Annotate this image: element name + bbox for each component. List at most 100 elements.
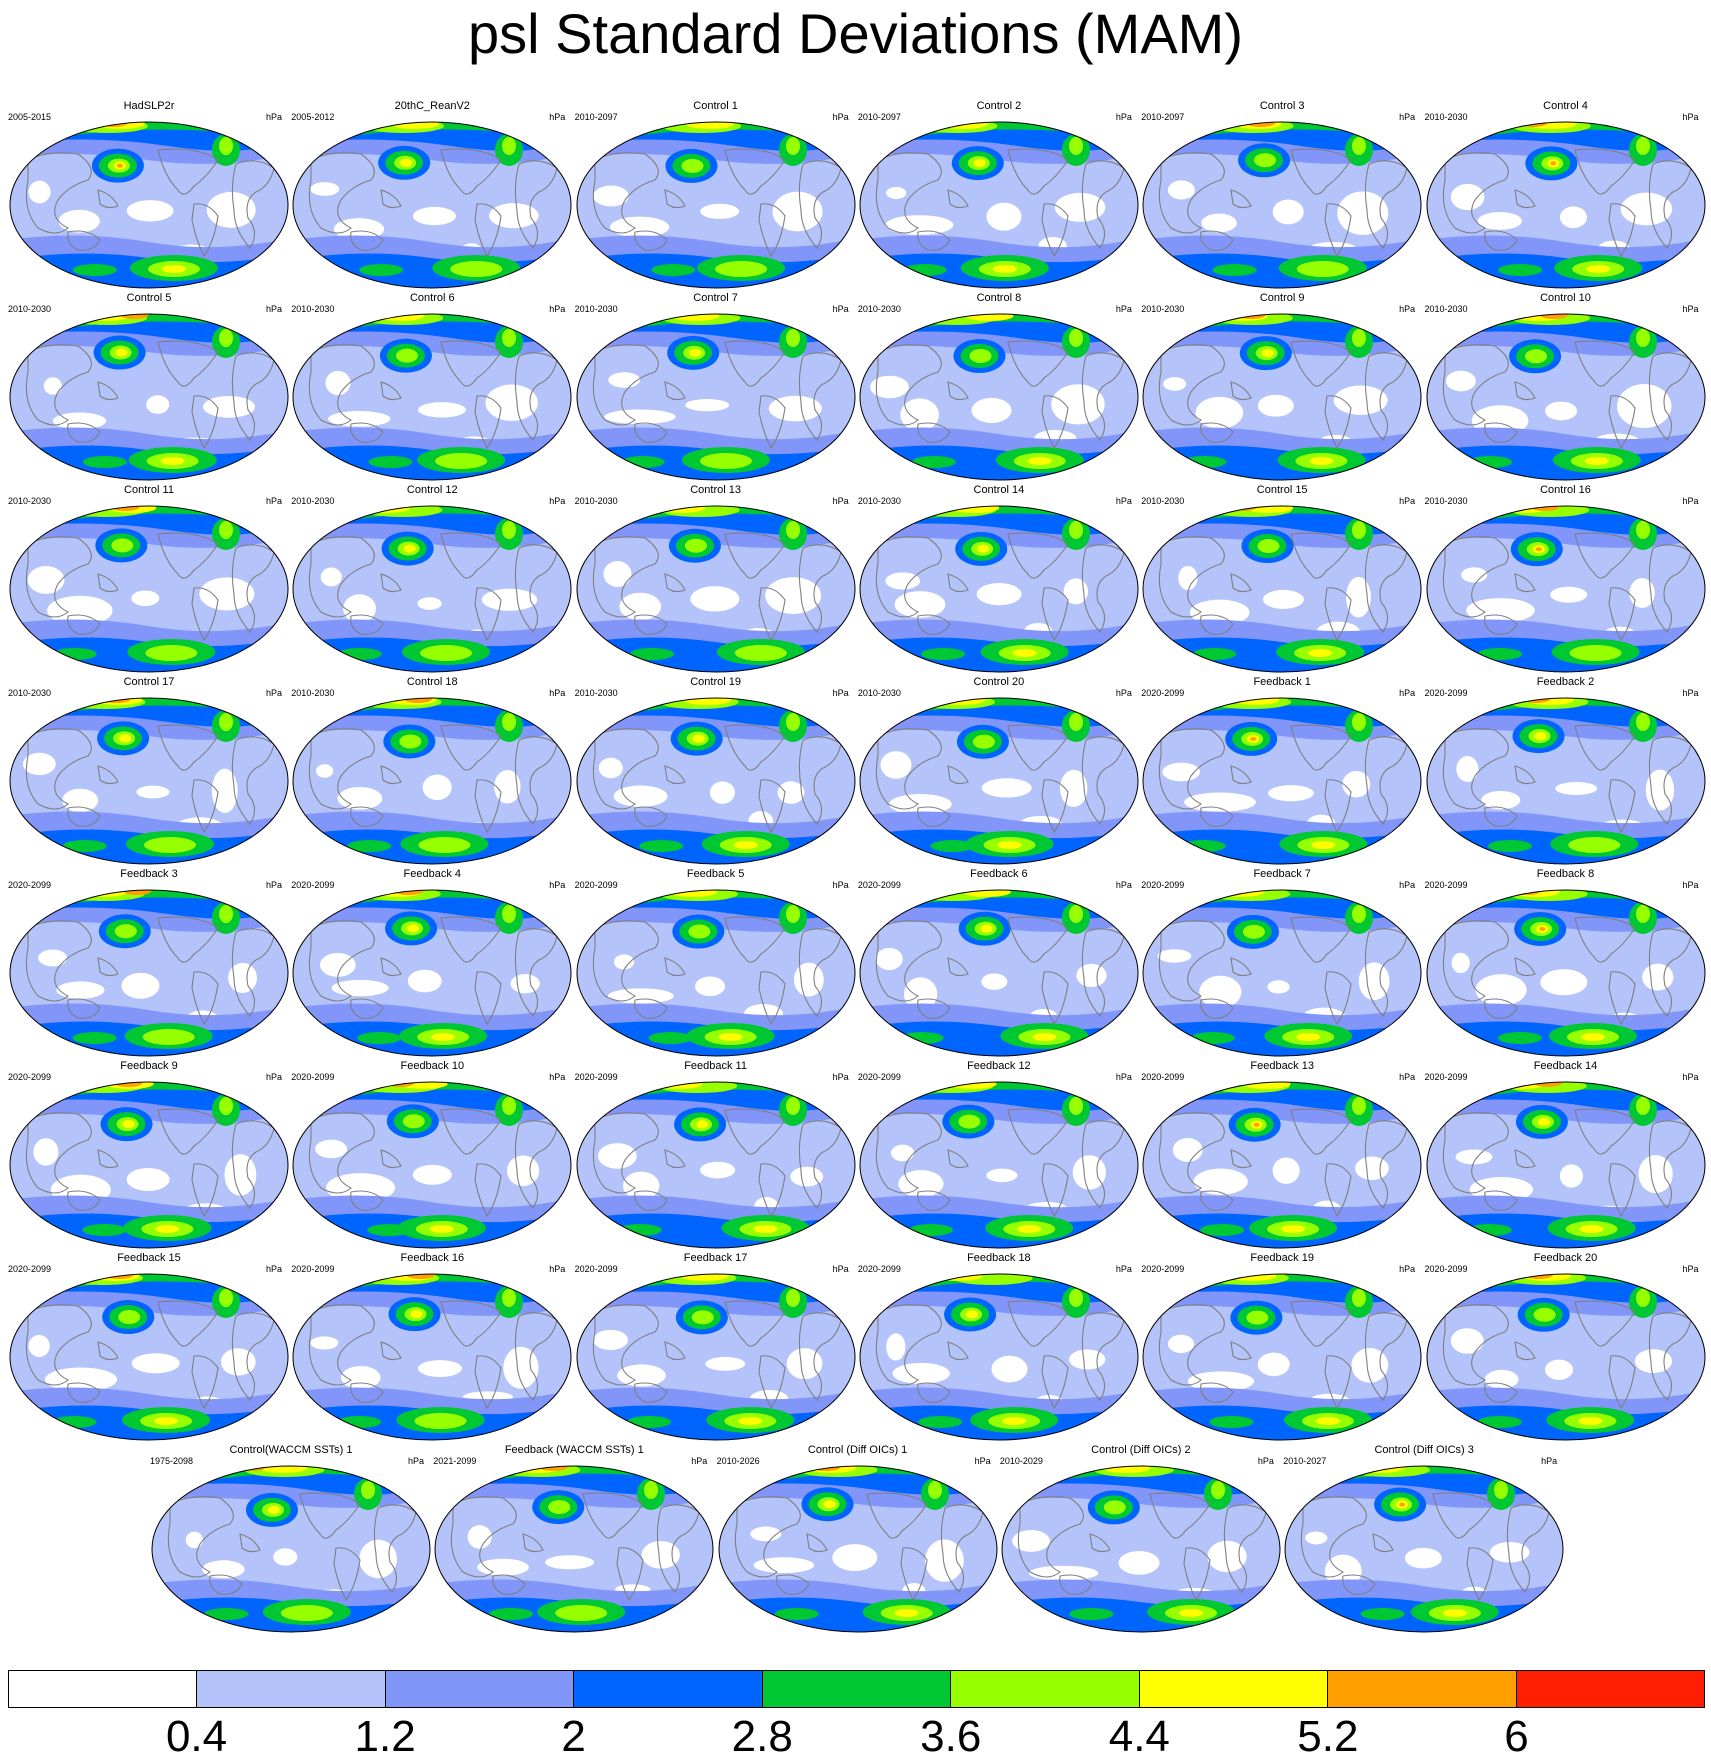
sd-southern-ocean-inner — [144, 837, 197, 853]
robinson-map — [9, 121, 289, 289]
robinson-map — [576, 1081, 856, 1249]
panel-years: 2020-2099 — [857, 1072, 901, 1082]
coastline — [875, 344, 942, 426]
map-outline — [9, 505, 289, 673]
map-outline — [9, 1273, 289, 1441]
coastline — [1159, 920, 1226, 1002]
panel-title: Feedback 14 — [1533, 1060, 1598, 1072]
coastline — [522, 1533, 545, 1553]
robinson-map — [1426, 121, 1705, 289]
sd-low-patch — [981, 778, 1032, 798]
map-panel: Feedback 15 2020-2099 hPa — [8, 1252, 290, 1441]
robinson-map — [1142, 1081, 1422, 1249]
map-outline — [576, 1081, 856, 1249]
sd-low-patch — [1451, 952, 1470, 974]
coastline — [633, 1190, 668, 1211]
sd-arctic-max — [123, 890, 152, 895]
sd-north-pacific-core — [400, 158, 413, 167]
robinson-map — [859, 1273, 1139, 1441]
sd-low-patch — [981, 973, 1008, 990]
sd-low-patch — [1474, 974, 1527, 1006]
map-outline — [859, 697, 1139, 865]
colorbar-tick-label: 6 — [1504, 1712, 1529, 1761]
panel-years: 2010-2030 — [291, 688, 335, 698]
sd-arctic-peak — [685, 122, 734, 129]
sd-low-patch — [1272, 1157, 1300, 1184]
coastline — [663, 189, 686, 209]
sd-north-atlantic-inner — [1068, 713, 1083, 731]
sd-north-atlantic-inner — [1068, 905, 1083, 923]
coastline — [1483, 1382, 1518, 1403]
map-outline — [576, 697, 856, 865]
panel-title: Control 7 — [693, 292, 738, 304]
sd-low-patch — [1201, 213, 1238, 233]
panel-units: hPa — [549, 688, 566, 698]
sd-low-patch — [684, 398, 729, 412]
sd-low-patch — [986, 202, 1022, 231]
sd-low-patch — [1118, 1550, 1160, 1575]
coastline — [440, 340, 503, 387]
panel-units: hPa — [1115, 688, 1132, 698]
sd-north-pacific-core — [122, 1120, 135, 1129]
sd-north-atlantic-inner — [1635, 1289, 1650, 1307]
map-outline — [1142, 697, 1422, 865]
coastline — [350, 614, 384, 635]
panel-title: Control 9 — [1259, 292, 1305, 304]
coastline — [1483, 230, 1518, 251]
panel-years: 2010-2029 — [999, 1456, 1043, 1466]
sd-low-patch — [1544, 401, 1577, 421]
coastline — [380, 189, 403, 209]
sd-low-patch — [1187, 1371, 1255, 1392]
sd-low-patch — [28, 1334, 50, 1357]
map-outline — [576, 505, 856, 673]
coastline — [309, 920, 376, 1002]
sd-southern-ocean-west — [1477, 648, 1522, 660]
sd-southern-ocean-core — [160, 457, 185, 465]
panel-title: Control 13 — [690, 484, 741, 496]
sd-low-patch — [510, 974, 541, 994]
panel-title: Control 2 — [976, 100, 1022, 112]
sd-southern-ocean-inner — [714, 261, 767, 277]
sd-southern-ocean-west — [72, 1032, 117, 1044]
map-panel: Control 10 2010-2030 hPa — [1425, 292, 1707, 481]
colorbar-tick-label: 5.2 — [1297, 1712, 1359, 1761]
panel-units: hPa — [549, 304, 566, 314]
sd-low-patch — [331, 979, 389, 997]
coastline — [350, 422, 384, 443]
coastline — [805, 1533, 828, 1553]
sd-north-atlantic-inner — [785, 713, 800, 731]
sd-low-patch — [898, 1170, 944, 1198]
panel-title: Control 1 — [693, 100, 738, 112]
panel-title: Control 12 — [406, 484, 458, 496]
sd-southern-ocean-west — [338, 648, 383, 660]
sd-southern-ocean-core — [1178, 1609, 1203, 1617]
sd-low-patch — [228, 962, 258, 994]
coastline — [1041, 395, 1069, 450]
map-outline — [1001, 1465, 1281, 1633]
colorbar-box — [1515, 1671, 1704, 1707]
coastline — [1007, 148, 1069, 195]
sd-north-atlantic-inner — [1494, 1481, 1509, 1499]
panel-years: 2010-2097 — [1141, 112, 1185, 122]
sd-low-patch — [789, 1166, 823, 1187]
colorbar-box — [196, 1671, 385, 1707]
coastline — [633, 230, 668, 251]
sd-north-pacific-core — [980, 924, 993, 933]
sd-southern-ocean-core — [1577, 1417, 1602, 1425]
coastline — [1483, 998, 1518, 1019]
coastline — [97, 189, 119, 209]
robinson-map — [859, 889, 1139, 1057]
sd-low-patch — [320, 952, 357, 977]
coastline — [1324, 395, 1352, 450]
coastline — [592, 1304, 659, 1386]
sd-low-patch — [613, 954, 634, 970]
map-outline — [434, 1465, 714, 1633]
sd-low-patch — [38, 949, 68, 967]
panel-title: Feedback 2 — [1536, 676, 1595, 688]
coastline — [474, 1355, 502, 1410]
coastline — [1017, 1496, 1084, 1578]
panel-years: 2010-2030 — [574, 496, 618, 506]
sd-southern-ocean-west — [82, 456, 127, 468]
panel-years: 2020-2099 — [291, 880, 335, 890]
coastline — [157, 340, 219, 387]
